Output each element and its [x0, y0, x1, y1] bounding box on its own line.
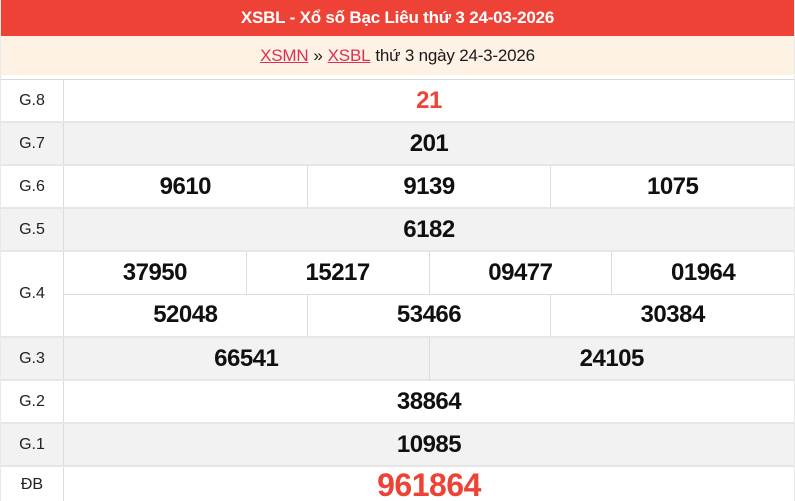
table-row-g6: G.6 9610 9139 1075 [1, 166, 794, 209]
spacer [1, 75, 794, 79]
prize-number: 201 [409, 129, 449, 157]
breadcrumb-link-xsmn[interactable]: XSMN [260, 45, 309, 65]
prize-label: G.3 [1, 338, 64, 379]
prize-label: G.1 [1, 424, 64, 465]
table-row-g3: G.3 66541 24105 [1, 338, 794, 381]
breadcrumb-date-text: thứ 3 ngày 24-3-2026 [375, 45, 535, 65]
page-title: XSBL - Xổ số Bạc Liêu thứ 3 24-03-2026 [240, 8, 555, 27]
prize-label: G.8 [1, 80, 64, 121]
prize-label: G.7 [1, 123, 64, 164]
prize-number: 53466 [306, 294, 551, 336]
prize-number: 66541 [214, 344, 279, 372]
prize-number: 30384 [550, 294, 794, 336]
prize-number: 37950 [122, 258, 188, 286]
prize-label: G.2 [1, 381, 64, 422]
prize-number: 21 [416, 86, 442, 114]
jackpot-number: 961864 [377, 467, 481, 501]
prize-table: G.8 21 G.7 201 G.6 9610 9139 1075 G.5 61… [1, 79, 794, 501]
prize-number: 6182 [403, 215, 455, 243]
table-row-g1: G.1 10985 [1, 424, 794, 467]
table-row-g2: G.2 38864 [1, 381, 794, 424]
prize-number: 24105 [428, 338, 795, 379]
breadcrumb-separator: » [313, 45, 323, 65]
prize-number: 38864 [396, 387, 462, 415]
prize-label: G.6 [1, 166, 64, 207]
breadcrumb: XSMN » XSBL thứ 3 ngày 24-3-2026 [1, 36, 794, 75]
prize-number: 10985 [396, 430, 462, 458]
prize-number: 9610 [159, 172, 212, 200]
prize-number: 1075 [550, 166, 794, 207]
title-bar: XSBL - Xổ số Bạc Liêu thứ 3 24-03-2026 [1, 0, 794, 36]
prize-label: G.5 [1, 209, 64, 250]
prize-number: 15217 [245, 252, 429, 294]
prize-number: 9139 [306, 166, 551, 207]
table-row-g4: G.4 37950 15217 09477 01964 52048 53466 … [1, 252, 794, 338]
table-row-g8: G.8 21 [1, 80, 794, 123]
table-row-db: ĐB 961864 [1, 467, 794, 501]
prize-number: 09477 [428, 252, 612, 294]
prize-label: ĐB [1, 467, 64, 501]
prize-label: G.4 [1, 252, 64, 336]
prize-number: 52048 [153, 301, 218, 329]
breadcrumb-link-xsbl[interactable]: XSBL [327, 45, 371, 65]
prize-number: 01964 [611, 252, 794, 294]
table-row-g7: G.7 201 [1, 123, 794, 166]
table-row-g5: G.5 6182 [1, 209, 794, 252]
